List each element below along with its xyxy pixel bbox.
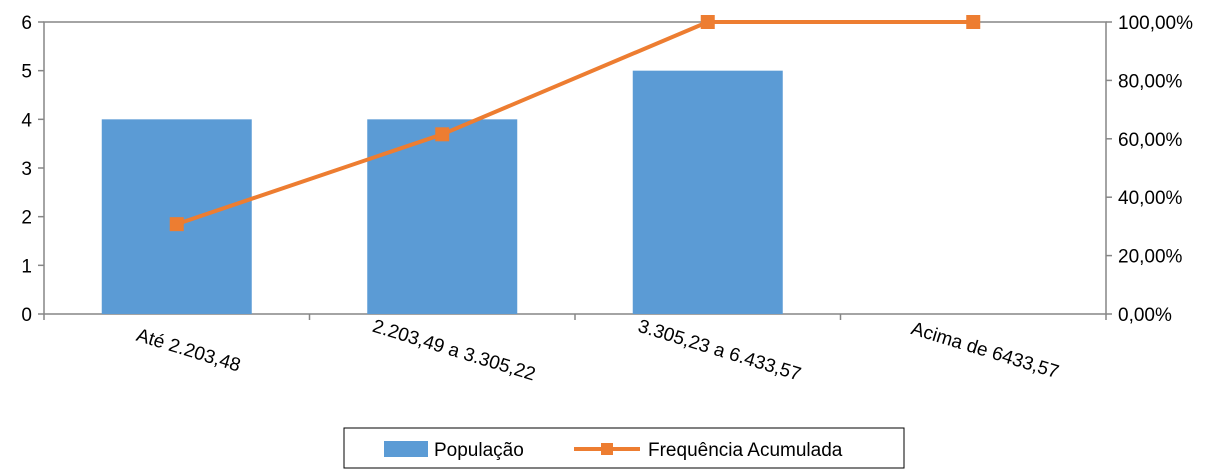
left-axis-tick-label: 1	[21, 256, 32, 277]
line-path	[176, 20, 974, 227]
category-label: 2.203,49 a 3.305,22	[370, 316, 538, 386]
legend-bar-swatch	[384, 441, 428, 457]
legend: População Frequência Acumulada	[343, 427, 905, 469]
left-axis-tick-label: 5	[21, 62, 32, 83]
left-axis-tick-label: 3	[21, 159, 32, 180]
left-axis-ticks: 0 1 2 3 4 5 6	[21, 13, 44, 326]
right-axis-ticks: 0,00% 20,00% 40,00% 60,00% 80,00% 100,00%	[1106, 13, 1193, 326]
right-axis-tick-label: 40,00%	[1118, 188, 1183, 209]
legend-label-populacao: População	[434, 440, 524, 461]
line-point-marker	[435, 127, 450, 142]
line-point-marker	[169, 217, 184, 232]
bar-series-populacao	[101, 70, 783, 315]
legend-label-frequencia-acumulada: Frequência Acumulada	[648, 440, 843, 461]
left-axis-tick-label: 0	[21, 305, 32, 326]
right-axis-tick-label: 80,00%	[1118, 71, 1183, 92]
bar	[101, 119, 252, 314]
category-label: Acima de 6433,57	[909, 318, 1062, 383]
left-axis-tick-label: 6	[21, 13, 32, 34]
left-axis-tick-label: 4	[21, 110, 32, 131]
bar	[367, 119, 518, 314]
category-label: Até 2.203,48	[134, 325, 243, 377]
line-series-frequencia-acumulada	[169, 15, 981, 232]
right-axis-tick-label: 20,00%	[1118, 247, 1183, 268]
line-point-marker	[966, 15, 981, 29]
category-label: 3.305,23 a 6.433,57	[635, 316, 803, 386]
bar	[632, 70, 783, 315]
right-axis-tick-label: 60,00%	[1118, 130, 1183, 151]
legend-line-marker	[601, 443, 613, 455]
right-axis-tick-label: 0,00%	[1118, 305, 1172, 326]
category-labels: Até 2.203,48 2.203,49 a 3.305,22 3.305,23 …	[134, 316, 1061, 386]
right-axis-tick-label: 100,00%	[1118, 13, 1193, 34]
line-point-marker	[700, 15, 715, 29]
left-axis-tick-label: 2	[21, 208, 32, 229]
